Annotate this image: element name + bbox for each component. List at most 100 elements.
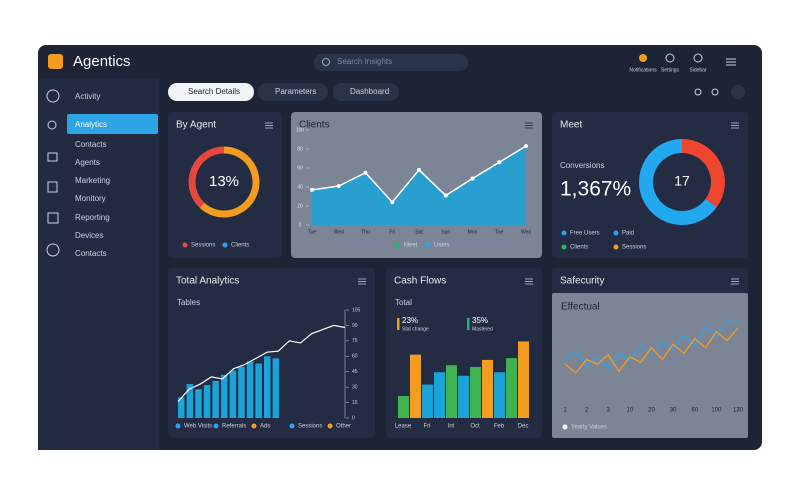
control[interactable] bbox=[694, 88, 702, 96]
stat-marker bbox=[397, 318, 400, 330]
legend-swatch bbox=[395, 242, 401, 248]
subtitle: Conversions bbox=[560, 161, 604, 170]
search-placeholder: Search Insights bbox=[337, 57, 392, 66]
point bbox=[443, 193, 448, 198]
legend-label: Clients bbox=[231, 243, 249, 249]
y-tick-label: 45 bbox=[352, 369, 358, 375]
panel-menu[interactable] bbox=[525, 122, 533, 129]
nav-item: Agents bbox=[75, 158, 100, 167]
panel-menu[interactable] bbox=[358, 278, 366, 285]
legend-swatch bbox=[561, 244, 567, 250]
donut-segment bbox=[188, 146, 225, 208]
donut-segment bbox=[639, 139, 717, 225]
subtitle: Effectual bbox=[561, 302, 600, 313]
panel-title: Cash Flows bbox=[394, 276, 446, 287]
x-tick-label: Int bbox=[448, 424, 455, 430]
bar bbox=[272, 358, 280, 418]
stat-marker bbox=[467, 318, 470, 330]
bar bbox=[494, 372, 505, 418]
bar bbox=[221, 374, 228, 418]
icon-label: Sidebar bbox=[689, 67, 707, 73]
x-tick-label: Sun bbox=[441, 229, 450, 235]
bar bbox=[470, 366, 481, 418]
nav-item: Reporting bbox=[75, 213, 110, 222]
legend-swatch bbox=[425, 242, 431, 248]
legend-swatch bbox=[613, 244, 619, 250]
panel-menu[interactable] bbox=[731, 122, 739, 129]
x-tick-label: 10 bbox=[627, 408, 634, 414]
legend-swatch bbox=[561, 230, 567, 236]
legend-swatch bbox=[182, 242, 188, 248]
x-tick-label: Oct bbox=[470, 424, 480, 430]
donut-segment bbox=[199, 146, 260, 218]
stat: 1,367% bbox=[560, 178, 631, 201]
panel-menu[interactable] bbox=[731, 278, 739, 285]
subtitle: Tables bbox=[177, 298, 200, 307]
bar bbox=[458, 375, 469, 418]
donut-segment bbox=[681, 139, 725, 208]
legend-label: Sessions bbox=[298, 424, 322, 430]
control[interactable] bbox=[731, 85, 745, 99]
icon[interactable] bbox=[639, 54, 647, 62]
x-tick-label: Thu bbox=[361, 229, 370, 235]
tab[interactable] bbox=[168, 83, 254, 101]
legend-label: Other bbox=[336, 424, 351, 430]
x-tick-label: Wed bbox=[521, 229, 531, 235]
nav-item: Contacts bbox=[75, 140, 107, 149]
bar bbox=[229, 370, 237, 418]
legend-swatch bbox=[213, 423, 219, 429]
icon[interactable] bbox=[665, 53, 675, 63]
panel-menu[interactable] bbox=[525, 278, 533, 285]
stat: 35% bbox=[472, 316, 488, 325]
y-tick-label: 30 bbox=[352, 384, 358, 390]
panel-menu[interactable] bbox=[265, 122, 273, 129]
y-tick-label: 20 bbox=[297, 203, 303, 209]
bar bbox=[518, 341, 529, 418]
legend-swatch bbox=[222, 242, 228, 248]
legend-label: Clients bbox=[570, 245, 588, 251]
legend-swatch bbox=[562, 424, 568, 430]
legend-label: Users bbox=[434, 243, 450, 249]
y-tick-label: 75 bbox=[352, 338, 358, 344]
legend-swatch bbox=[251, 423, 257, 429]
icon-label: Notifications bbox=[629, 67, 657, 73]
search-box[interactable] bbox=[314, 54, 468, 71]
tab[interactable] bbox=[333, 83, 399, 101]
nav-item: Devices bbox=[75, 231, 103, 240]
panel-title: Meet bbox=[560, 120, 582, 131]
icon-label: Settings bbox=[661, 67, 680, 73]
bar bbox=[195, 389, 202, 418]
sidebar-icons bbox=[46, 89, 60, 257]
x-tick-label: 100 bbox=[711, 408, 722, 414]
bar bbox=[238, 366, 245, 418]
logo bbox=[48, 54, 63, 69]
bar bbox=[506, 358, 517, 418]
y-tick-label: 60 bbox=[297, 165, 303, 171]
tab[interactable] bbox=[258, 83, 328, 101]
legend-label: Free Users bbox=[570, 231, 600, 237]
x-tick-label: 130 bbox=[733, 408, 744, 414]
panel-title: Safecurity bbox=[560, 276, 604, 287]
legend-label: Web Visits bbox=[184, 424, 212, 430]
line bbox=[177, 324, 346, 402]
bar bbox=[264, 356, 271, 418]
legend-label: Referrals bbox=[222, 424, 246, 430]
bar bbox=[203, 385, 211, 418]
active-item bbox=[67, 114, 158, 134]
legend-swatch bbox=[289, 423, 295, 429]
bar bbox=[178, 397, 185, 418]
legend-swatch bbox=[327, 423, 333, 429]
menu-icon[interactable] bbox=[726, 58, 736, 66]
bar bbox=[186, 384, 194, 418]
line bbox=[564, 320, 739, 370]
control[interactable] bbox=[711, 88, 719, 96]
x-tick-label: Lease bbox=[395, 424, 412, 430]
bar bbox=[446, 365, 457, 418]
y-tick-label: 15 bbox=[352, 400, 358, 406]
icon[interactable] bbox=[693, 53, 703, 63]
stat-text: Mastered bbox=[472, 326, 493, 332]
x-tick-label: 30 bbox=[670, 408, 677, 414]
nav-item: Contacts bbox=[75, 249, 107, 258]
legend-label: Sessions bbox=[191, 243, 215, 249]
x-tick-label: Tue bbox=[308, 229, 317, 235]
